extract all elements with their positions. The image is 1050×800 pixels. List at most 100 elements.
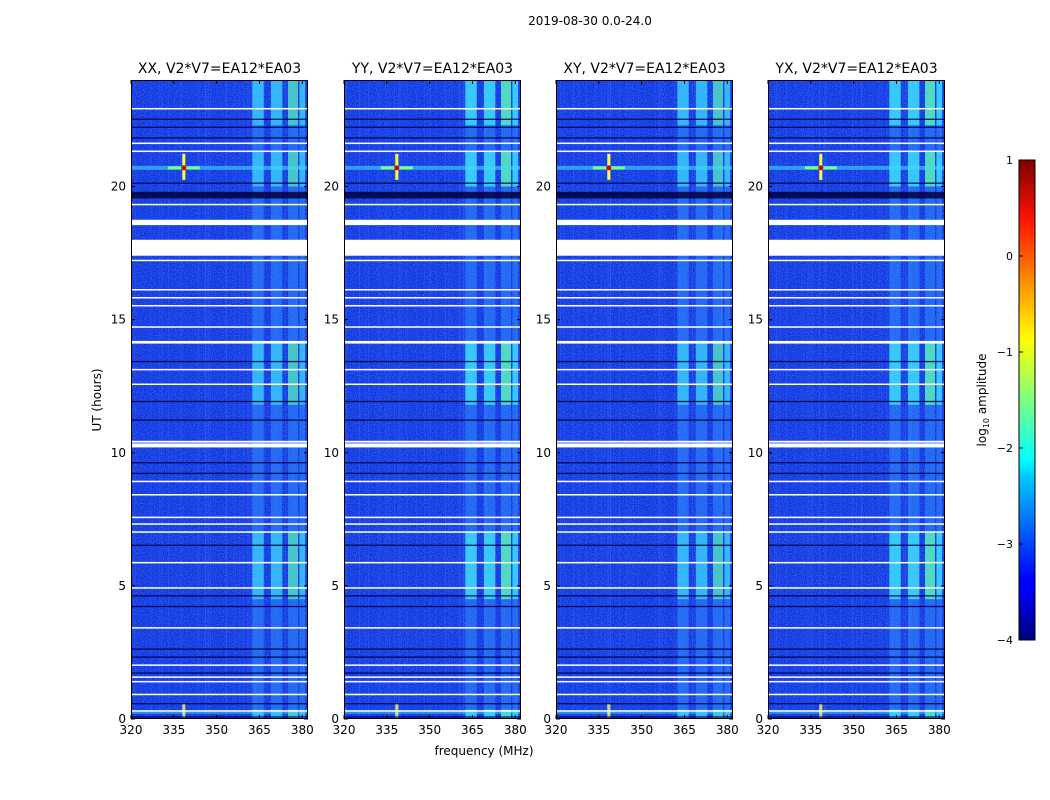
- dark-row: [344, 595, 521, 597]
- blank-row: [131, 516, 308, 519]
- dark-row: [768, 595, 945, 597]
- spike-core: [606, 165, 612, 171]
- rfi-burst: [677, 340, 689, 405]
- panel-3: YX, V2*V7=EA12*EA03 320 335 350 365 380 0 5 10 15…: [748, 61, 951, 737]
- noise-column: [405, 80, 406, 719]
- blank-row: [556, 259, 733, 262]
- noise-column: [878, 80, 880, 719]
- noise-column: [579, 80, 580, 719]
- rfi-burst: [907, 80, 920, 126]
- y-tick-label: 15: [748, 313, 763, 327]
- blank-row: [768, 710, 945, 712]
- blank-row: [131, 383, 308, 386]
- dark-row: [768, 672, 945, 674]
- y-tick-label: 0: [331, 712, 339, 726]
- colorbar-tick-label: 0: [1006, 250, 1013, 263]
- colorbar-tick-label: −1: [997, 346, 1013, 359]
- colorbar: −4 −3 −2 −1 0 1 log10 amplitude: [975, 154, 1036, 647]
- x-tick-label: 350: [630, 723, 653, 737]
- noise-column: [586, 80, 587, 719]
- noise-column: [239, 80, 241, 719]
- colorbar-tick-label: −2: [997, 442, 1013, 455]
- noise-column: [233, 80, 235, 719]
- rfi-burst: [288, 709, 299, 719]
- dark-row: [344, 672, 521, 674]
- noise-column: [462, 80, 464, 719]
- rfi-burst: [288, 532, 299, 600]
- noise-column: [359, 80, 361, 719]
- blank-row: [556, 480, 733, 483]
- noise-column: [811, 80, 812, 719]
- rfi-burst: [907, 340, 920, 405]
- noise-column: [608, 80, 609, 719]
- dark-row: [768, 648, 945, 650]
- noise-column: [379, 80, 381, 719]
- blank-row: [131, 676, 308, 678]
- noise-column: [198, 80, 200, 719]
- dark-row: [131, 716, 308, 718]
- rfi-burst: [936, 80, 943, 126]
- noise-column: [416, 80, 417, 719]
- panel-title: XY, V2*V7=EA12*EA03: [563, 61, 725, 77]
- noise-column: [871, 80, 873, 719]
- rfi-burst: [501, 532, 512, 600]
- noise-column: [905, 80, 906, 719]
- y-axis-label: UT (hours): [90, 368, 104, 431]
- noise-column: [463, 80, 464, 719]
- dark-row: [344, 126, 521, 128]
- dark-row: [768, 360, 945, 363]
- noise-column: [226, 80, 227, 719]
- y-tick-label: 15: [536, 313, 551, 327]
- blank-row: [344, 150, 521, 153]
- noise-column: [812, 80, 814, 719]
- blank-row: [344, 219, 521, 226]
- blank-row: [131, 531, 308, 533]
- blank-row: [768, 664, 945, 666]
- noise-column: [207, 80, 208, 719]
- dark-row: [344, 703, 521, 705]
- blank-row: [556, 523, 733, 525]
- x-tick-label: 380: [504, 723, 527, 737]
- noise-column: [248, 80, 250, 719]
- blank-row: [344, 340, 521, 344]
- colorbar-tick-label: 1: [1006, 154, 1013, 167]
- x-tick-label: 365: [673, 723, 696, 737]
- rfi-burst: [677, 709, 689, 719]
- dark-row: [131, 656, 308, 658]
- rfi-burst: [512, 340, 519, 405]
- noise-column: [359, 80, 360, 719]
- noise-column: [430, 80, 431, 719]
- y-tick-label: 5: [331, 579, 339, 593]
- noise-column: [181, 80, 183, 719]
- blank-row: [344, 203, 521, 206]
- dark-row: [131, 648, 308, 650]
- y-tick-label: 20: [748, 180, 763, 194]
- noise-column: [175, 80, 177, 719]
- dark-row: [131, 400, 308, 403]
- dark-row: [768, 605, 945, 608]
- noise-column: [208, 80, 209, 719]
- dark-row: [131, 605, 308, 608]
- blank-row: [344, 289, 521, 291]
- blank-row: [131, 494, 308, 496]
- dark-row: [131, 672, 308, 674]
- y-tick-label: 5: [118, 579, 126, 593]
- noise-column: [235, 80, 236, 719]
- blank-row: [768, 304, 945, 307]
- rfi-burst: [483, 709, 496, 719]
- blank-row: [131, 289, 308, 291]
- blank-row: [556, 326, 733, 328]
- blank-row: [768, 587, 945, 589]
- dark-row: [344, 182, 521, 184]
- rfi-burst: [483, 340, 496, 405]
- noise-column: [905, 80, 906, 719]
- spike-core: [394, 165, 400, 171]
- dark-row: [768, 419, 945, 421]
- x-tick-label: 365: [885, 723, 908, 737]
- noise-column: [134, 80, 136, 719]
- blank-row: [768, 340, 945, 344]
- x-tick-label: 350: [418, 723, 441, 737]
- x-tick-label: 335: [162, 723, 185, 737]
- blank-row: [556, 440, 733, 443]
- rfi-burst: [713, 532, 724, 600]
